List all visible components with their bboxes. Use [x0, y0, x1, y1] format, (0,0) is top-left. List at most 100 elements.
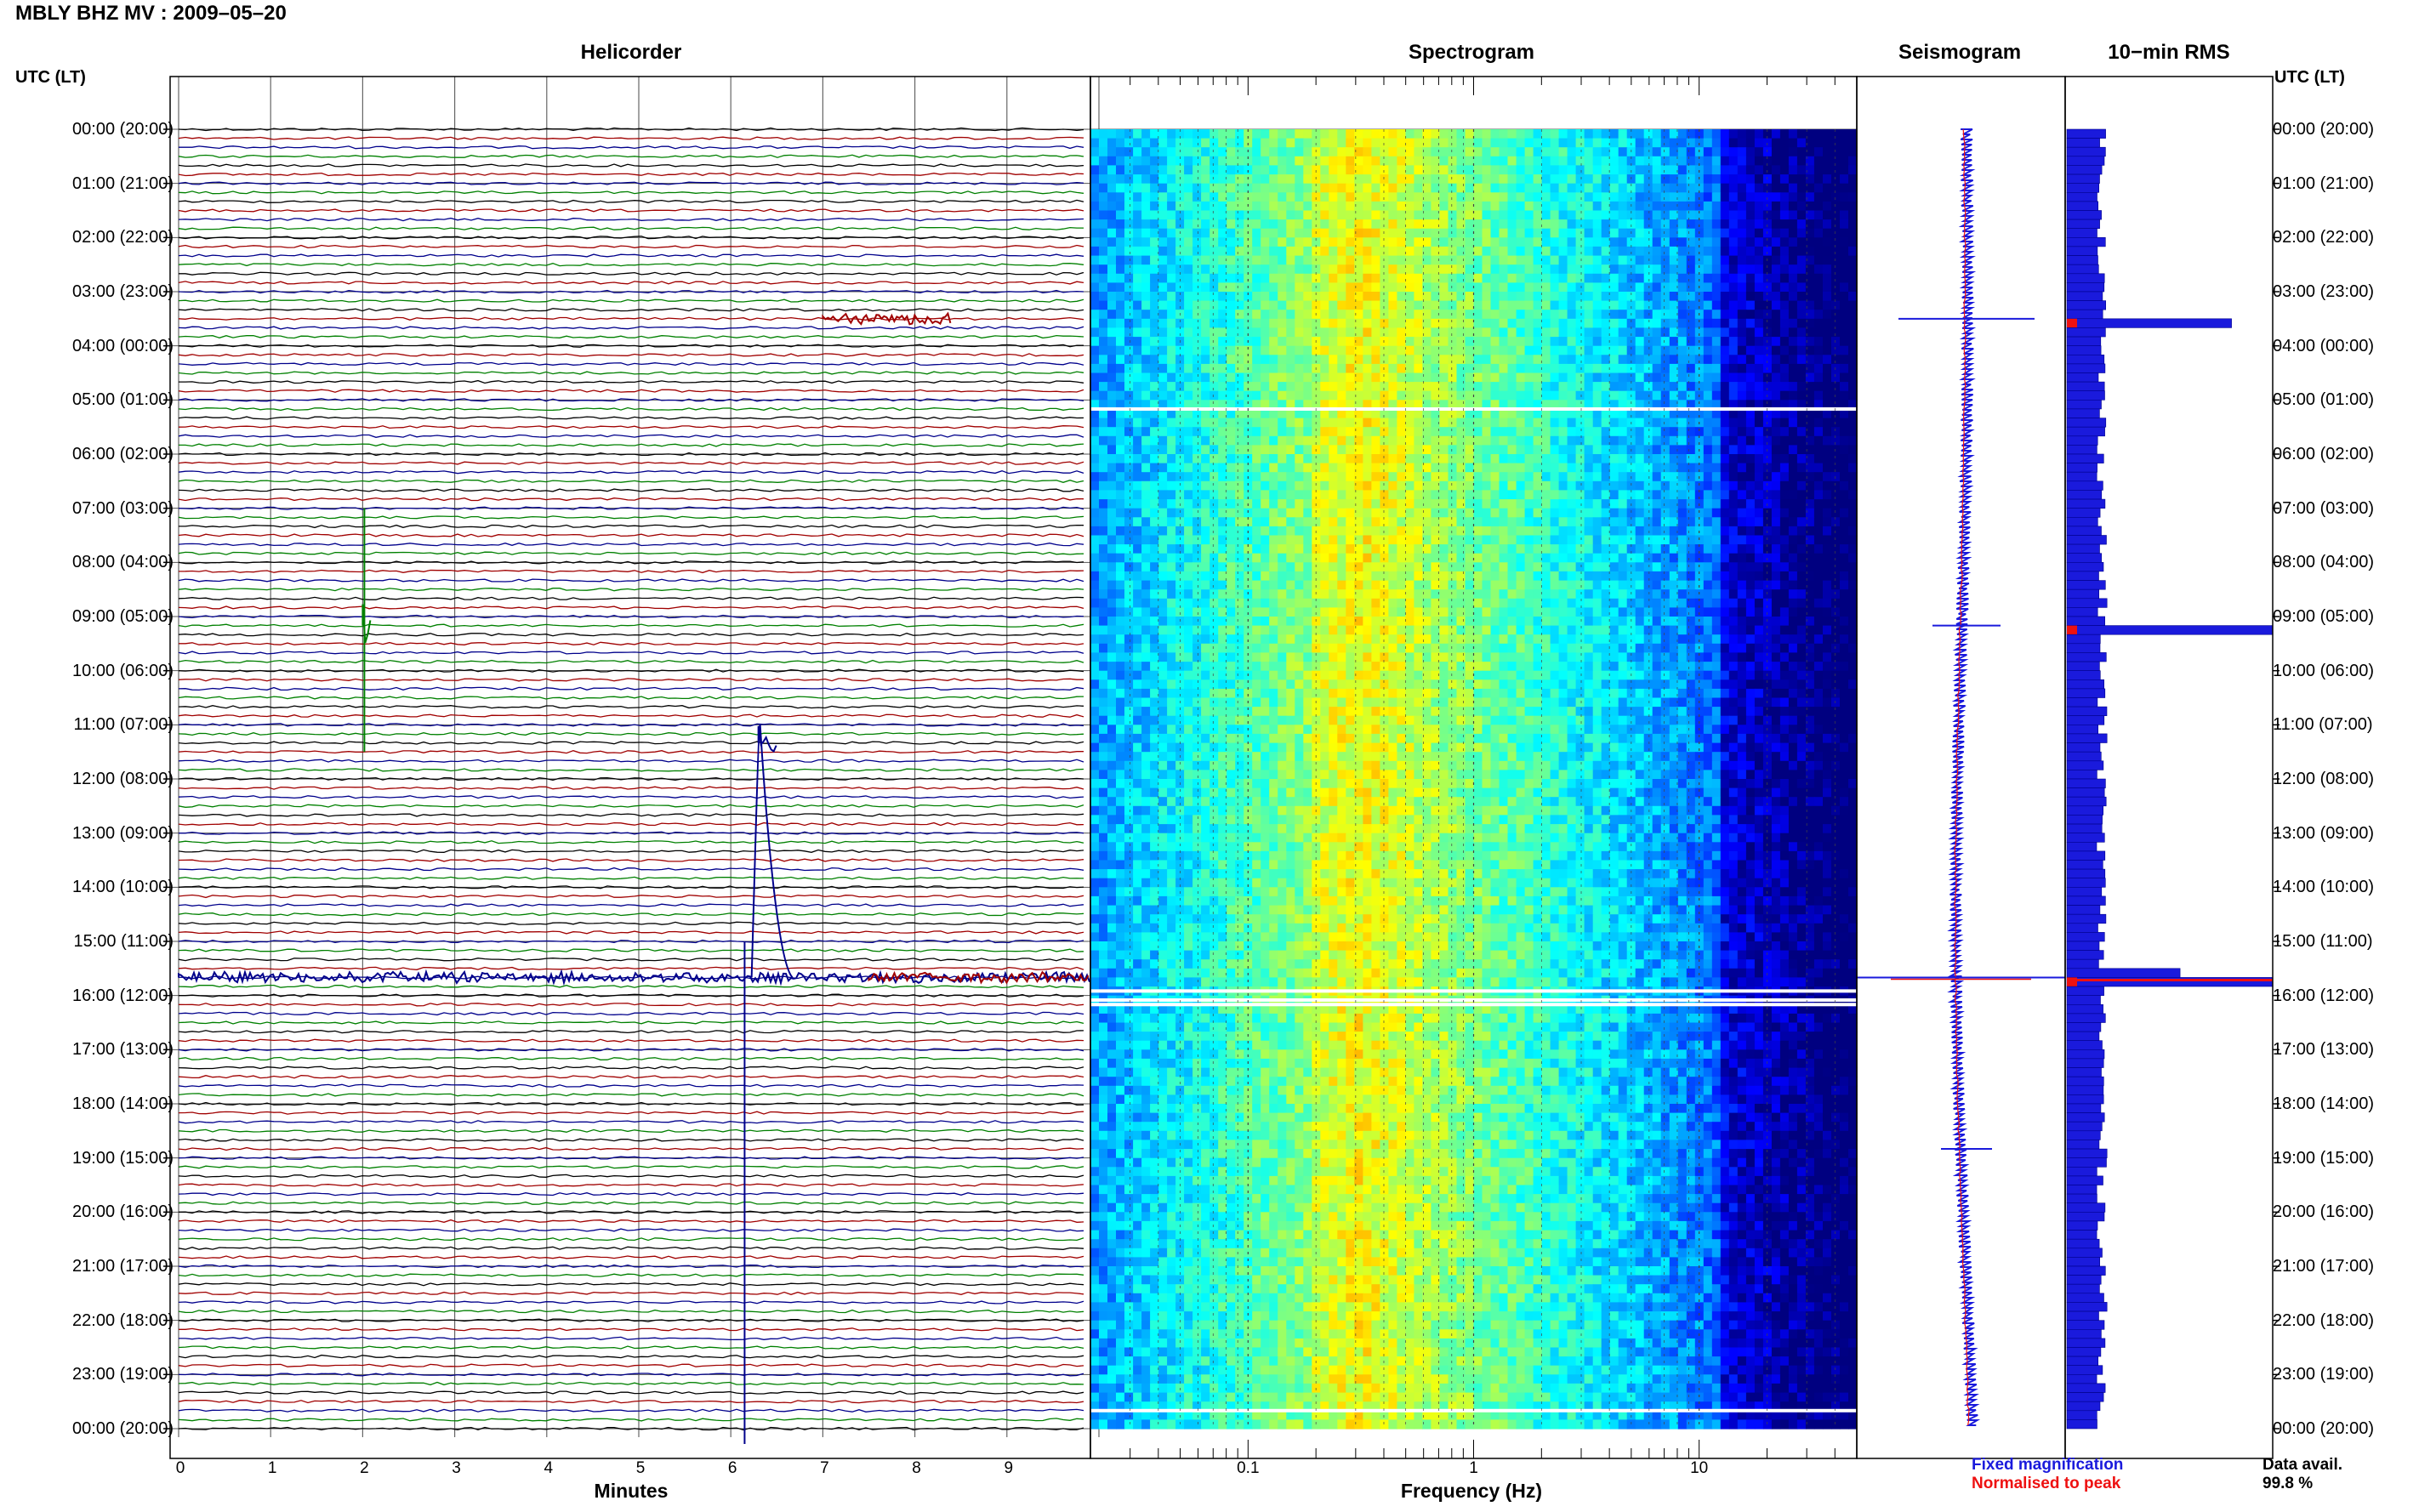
spectrogram-cell — [1269, 310, 1278, 320]
spectrogram-cell — [1210, 517, 1219, 527]
spectrogram-cell — [1840, 310, 1849, 320]
spectrogram-cell — [1626, 355, 1636, 365]
spectrogram-cell — [1592, 282, 1602, 293]
spectrogram-cell — [1116, 472, 1125, 482]
spectrogram-cell — [1158, 607, 1168, 617]
spectrogram-cell — [1329, 237, 1338, 247]
spectrogram-cell — [1669, 580, 1679, 590]
spectrogram-cell — [1694, 372, 1705, 383]
spectrogram-cell — [1737, 327, 1747, 338]
spectrogram-cell — [1482, 292, 1492, 302]
spectrogram-cell — [1414, 526, 1423, 537]
spectrogram-cell — [1516, 526, 1526, 537]
spectrogram-cell — [1643, 201, 1653, 212]
spectrogram-cell — [1184, 165, 1193, 175]
spectrogram-cell — [1831, 598, 1841, 608]
spectrogram-cell — [1482, 499, 1492, 509]
spectrogram-cell — [1541, 508, 1551, 518]
spectrogram-cell — [1473, 337, 1483, 347]
helicorder-trace — [178, 1011, 1084, 1016]
spectrogram-cell — [1737, 435, 1747, 446]
helicorder-trace — [178, 1056, 1084, 1061]
spectrogram-cell — [1371, 156, 1380, 166]
spectrogram-cell — [1507, 273, 1517, 283]
spectrogram-cell — [1099, 327, 1108, 338]
spectrogram-cell — [1218, 363, 1227, 374]
spectrogram-cell — [1312, 463, 1321, 473]
spectrogram-cell — [1669, 219, 1679, 230]
spectrogram-cell — [1175, 490, 1185, 500]
spectrogram-cell — [1158, 499, 1168, 509]
spectrogram-cell — [1107, 210, 1117, 220]
spectrogram-cell — [1456, 337, 1466, 347]
spectrogram-cell — [1490, 246, 1500, 257]
spectrogram-cell — [1235, 463, 1244, 473]
spectrogram-cell — [1141, 463, 1151, 473]
spectrogram-cell — [1728, 282, 1739, 293]
spectrogram-cell — [1516, 282, 1526, 293]
spectrogram-cell — [1840, 156, 1849, 166]
spectrogram-cell — [1805, 246, 1815, 257]
spectrogram-cell — [1796, 598, 1807, 608]
spectrogram-cell — [1601, 292, 1611, 302]
spectrogram-cell — [1210, 210, 1219, 220]
spectrogram-cell — [1550, 318, 1560, 328]
spectrogram-cell — [1499, 435, 1509, 446]
spectrogram-cell — [1618, 454, 1628, 464]
spectrogram-cell — [1269, 165, 1278, 175]
spectrogram-cell — [1252, 327, 1261, 338]
spectrogram-cell — [1261, 183, 1270, 193]
spectrogram-cell — [1592, 427, 1602, 437]
spectrogram-cell — [1320, 508, 1329, 518]
spectrogram-cell — [1635, 165, 1645, 175]
spectrogram-cell — [1158, 337, 1168, 347]
spectrogram-cell — [1533, 472, 1543, 482]
spectrogram-cell — [1728, 201, 1739, 212]
spectrogram-cell — [1278, 480, 1287, 491]
spectrogram-cell — [1813, 174, 1824, 185]
spectrogram-cell — [1158, 435, 1168, 446]
spectrogram-cell — [1269, 408, 1278, 419]
spectrogram-cell — [1465, 435, 1475, 446]
spectrogram-cell — [1354, 607, 1363, 617]
helicorder-trace — [178, 281, 1084, 285]
helicorder-trace — [178, 1075, 1084, 1079]
spectrogram-cell — [1235, 499, 1244, 509]
spectrogram-cell — [1643, 490, 1653, 500]
spectrogram-cell — [1805, 517, 1815, 527]
spectrogram-cell — [1116, 201, 1125, 212]
spectrogram-cell — [1805, 445, 1815, 455]
spectrogram-cell — [1788, 363, 1798, 374]
spectrogram-cell — [1414, 282, 1423, 293]
spectrogram-cell — [1090, 400, 1100, 410]
spectrogram-cell — [1252, 526, 1261, 537]
spectrogram-cell — [1703, 355, 1713, 365]
spectrogram-cell — [1099, 210, 1108, 220]
spectrogram-cell — [1711, 219, 1722, 230]
spectrogram-cell — [1737, 129, 1747, 139]
spectrogram-cell — [1720, 598, 1730, 608]
spectrogram-cell — [1482, 138, 1492, 148]
spectrogram-cell — [1388, 418, 1397, 428]
spectrogram-cell — [1831, 435, 1841, 446]
spectrogram-cell — [1431, 580, 1440, 590]
spectrogram-cell — [1269, 228, 1278, 238]
spectrogram-cell — [1210, 535, 1219, 545]
spectrogram-cell — [1541, 337, 1551, 347]
spectrogram-cell — [1541, 147, 1551, 157]
spectrogram-cell — [1227, 292, 1236, 302]
spectrogram-cell — [1754, 147, 1764, 157]
spectrogram-cell — [1711, 517, 1722, 527]
spectrogram-cell — [1711, 129, 1722, 139]
spectrogram-cell — [1201, 264, 1210, 275]
spectrogram-cell — [1227, 246, 1236, 257]
spectrogram-cell — [1439, 517, 1449, 527]
spectrogram-cell — [1414, 517, 1423, 527]
spectrogram-cell — [1337, 580, 1346, 590]
spectrogram-cell — [1779, 228, 1790, 238]
spectrogram-cell — [1286, 589, 1295, 600]
spectrogram-cell — [1388, 526, 1397, 537]
spectrogram-cell — [1823, 210, 1832, 220]
spectrogram-cell — [1286, 553, 1295, 563]
spectrogram-cell — [1150, 129, 1159, 139]
